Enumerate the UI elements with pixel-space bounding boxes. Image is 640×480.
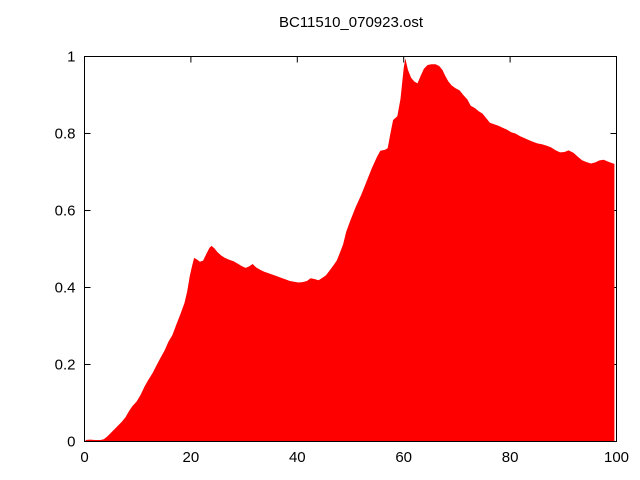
y-tick-label-0.8: 0.8 bbox=[55, 126, 76, 143]
y-tick-label-0: 0 bbox=[67, 434, 75, 451]
x-tick-label-0: 0 bbox=[80, 449, 88, 466]
plot-border bbox=[84, 56, 617, 442]
y-tick-label-1: 1 bbox=[67, 49, 75, 66]
x-tick-label-100: 100 bbox=[604, 449, 629, 466]
x-tick-label-60: 60 bbox=[395, 449, 412, 466]
y-tick-label-0.6: 0.6 bbox=[55, 203, 76, 220]
series-area bbox=[85, 58, 615, 442]
y-tick-label-0.4: 0.4 bbox=[55, 280, 76, 297]
x-tick-label-80: 80 bbox=[502, 449, 519, 466]
y-tick-label-0.2: 0.2 bbox=[55, 357, 76, 374]
x-tick-label-20: 20 bbox=[183, 449, 200, 466]
chart-title: BC11510_070923.ost bbox=[278, 14, 423, 31]
x-tick-label-40: 40 bbox=[289, 449, 306, 466]
